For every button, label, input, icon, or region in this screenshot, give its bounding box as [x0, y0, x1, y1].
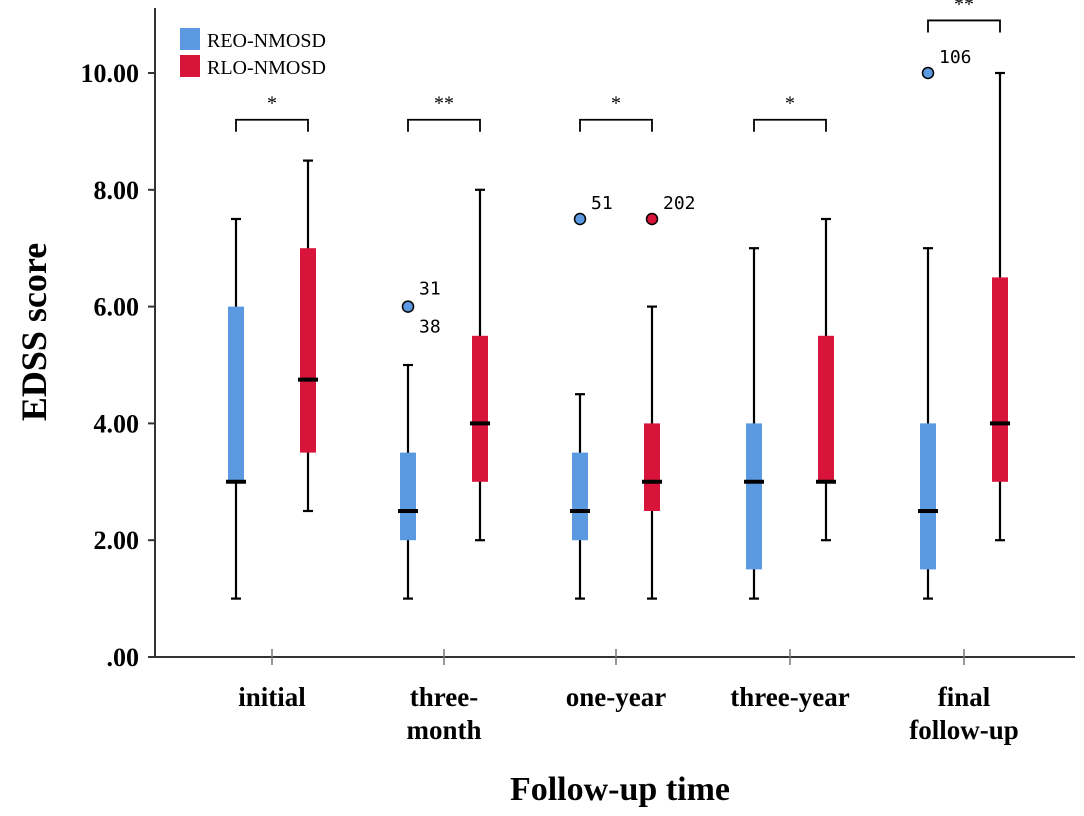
- outlier-point: [573, 212, 587, 226]
- legend: REO-NMOSD RLO-NMOSD: [180, 28, 326, 79]
- x-tick-label: initial: [238, 682, 306, 712]
- legend-label-rlo: RLO-NMOSD: [207, 57, 326, 79]
- box-plots: [226, 71, 1010, 600]
- outlier-label: 106: [939, 47, 972, 68]
- x-axis-label: Follow-up time: [510, 771, 730, 808]
- y-tick-label: 6.00: [94, 293, 140, 322]
- significance-label: *: [267, 93, 277, 115]
- outlier-label: 38: [419, 317, 441, 338]
- outlier-point: [401, 300, 415, 313]
- x-tick-label: follow-up: [909, 715, 1019, 745]
- y-tick-label: .00: [107, 643, 140, 672]
- significance-label: *: [611, 93, 621, 115]
- box-reo: [400, 452, 416, 541]
- significance-bracket: *: [753, 93, 827, 132]
- outlier-label: 51: [591, 193, 613, 214]
- y-tick-label: 4.00: [94, 409, 140, 438]
- box-rlo: [818, 335, 834, 482]
- bracket-line: [753, 118, 827, 132]
- bracket-line: [579, 118, 653, 132]
- x-tick-label: three-: [410, 682, 478, 712]
- box-reo: [746, 423, 762, 570]
- significance-label: **: [434, 93, 454, 115]
- legend-label-reo: REO-NMOSD: [207, 30, 326, 52]
- y-axis-label: EDSS score: [14, 243, 54, 421]
- outlier-point: [645, 212, 659, 226]
- box-reo: [920, 423, 936, 570]
- box-reo: [572, 452, 588, 541]
- significance-bracket: **: [407, 93, 481, 132]
- outlier-label: 202: [663, 193, 696, 214]
- box-rlo: [644, 423, 660, 511]
- significance-label: *: [785, 93, 795, 115]
- y-tick-label: 8.00: [94, 176, 140, 205]
- outlier-label: 31: [419, 279, 441, 300]
- significance-bracket: **: [927, 0, 1001, 33]
- box-rlo: [300, 248, 316, 453]
- y-tick-label: 10.00: [81, 59, 140, 88]
- legend-swatch-rlo: [180, 55, 200, 77]
- axes: .00 2.00 4.00 6.00 8.00 10.00 initial three-mon…: [81, 8, 1075, 745]
- outlier-point: [921, 66, 935, 80]
- box-rlo: [992, 277, 1008, 482]
- bracket-line: [407, 118, 481, 132]
- x-tick-label: month: [406, 715, 481, 745]
- x-tick-label: three-year: [730, 682, 849, 712]
- bracket-line: [927, 19, 1001, 33]
- legend-swatch-reo: [180, 28, 200, 50]
- significance-label: **: [954, 0, 974, 15]
- bracket-line: [235, 118, 309, 132]
- x-tick-label: final: [938, 682, 991, 712]
- box-rlo: [472, 335, 488, 482]
- significance-bracket: *: [235, 93, 309, 132]
- box-reo: [228, 306, 244, 482]
- significance-bracket: *: [579, 93, 653, 132]
- x-tick-label: one-year: [566, 682, 666, 712]
- y-tick-label: 2.00: [94, 526, 140, 555]
